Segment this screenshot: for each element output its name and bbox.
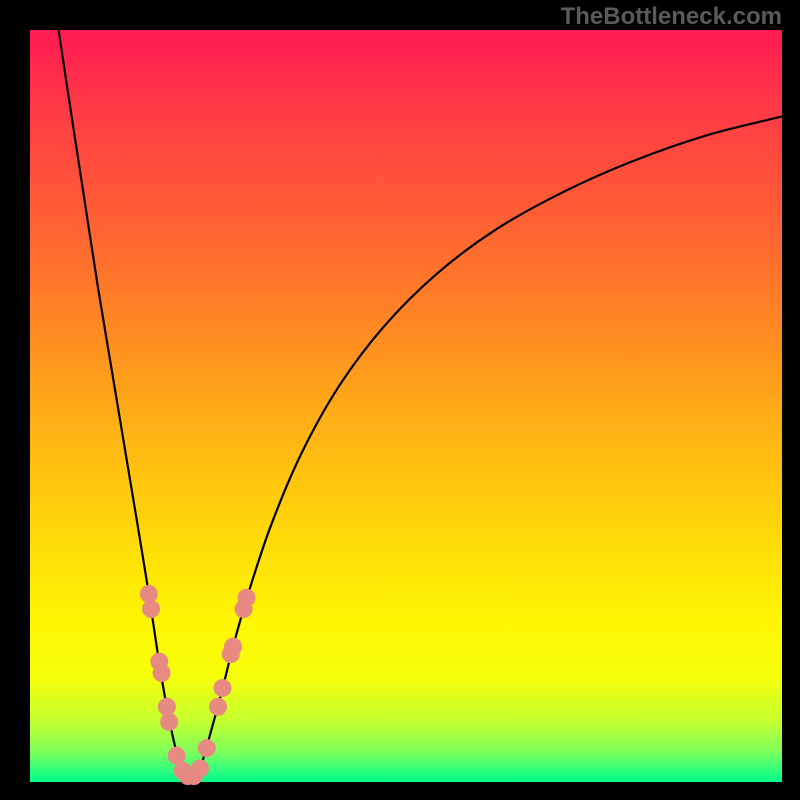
data-marker	[225, 638, 242, 655]
plot-gradient-background	[30, 30, 782, 782]
data-marker	[143, 601, 160, 618]
data-marker	[238, 589, 255, 606]
data-marker	[214, 680, 231, 697]
data-marker	[210, 698, 227, 715]
data-marker	[161, 713, 178, 730]
chart-frame: TheBottleneck.com	[0, 0, 800, 800]
data-marker	[158, 698, 175, 715]
watermark-text: TheBottleneck.com	[561, 3, 782, 31]
data-marker	[168, 747, 185, 764]
data-marker	[153, 664, 170, 681]
data-marker	[140, 586, 157, 603]
chart-svg	[0, 0, 800, 800]
data-marker	[198, 740, 215, 757]
data-marker	[191, 760, 208, 777]
